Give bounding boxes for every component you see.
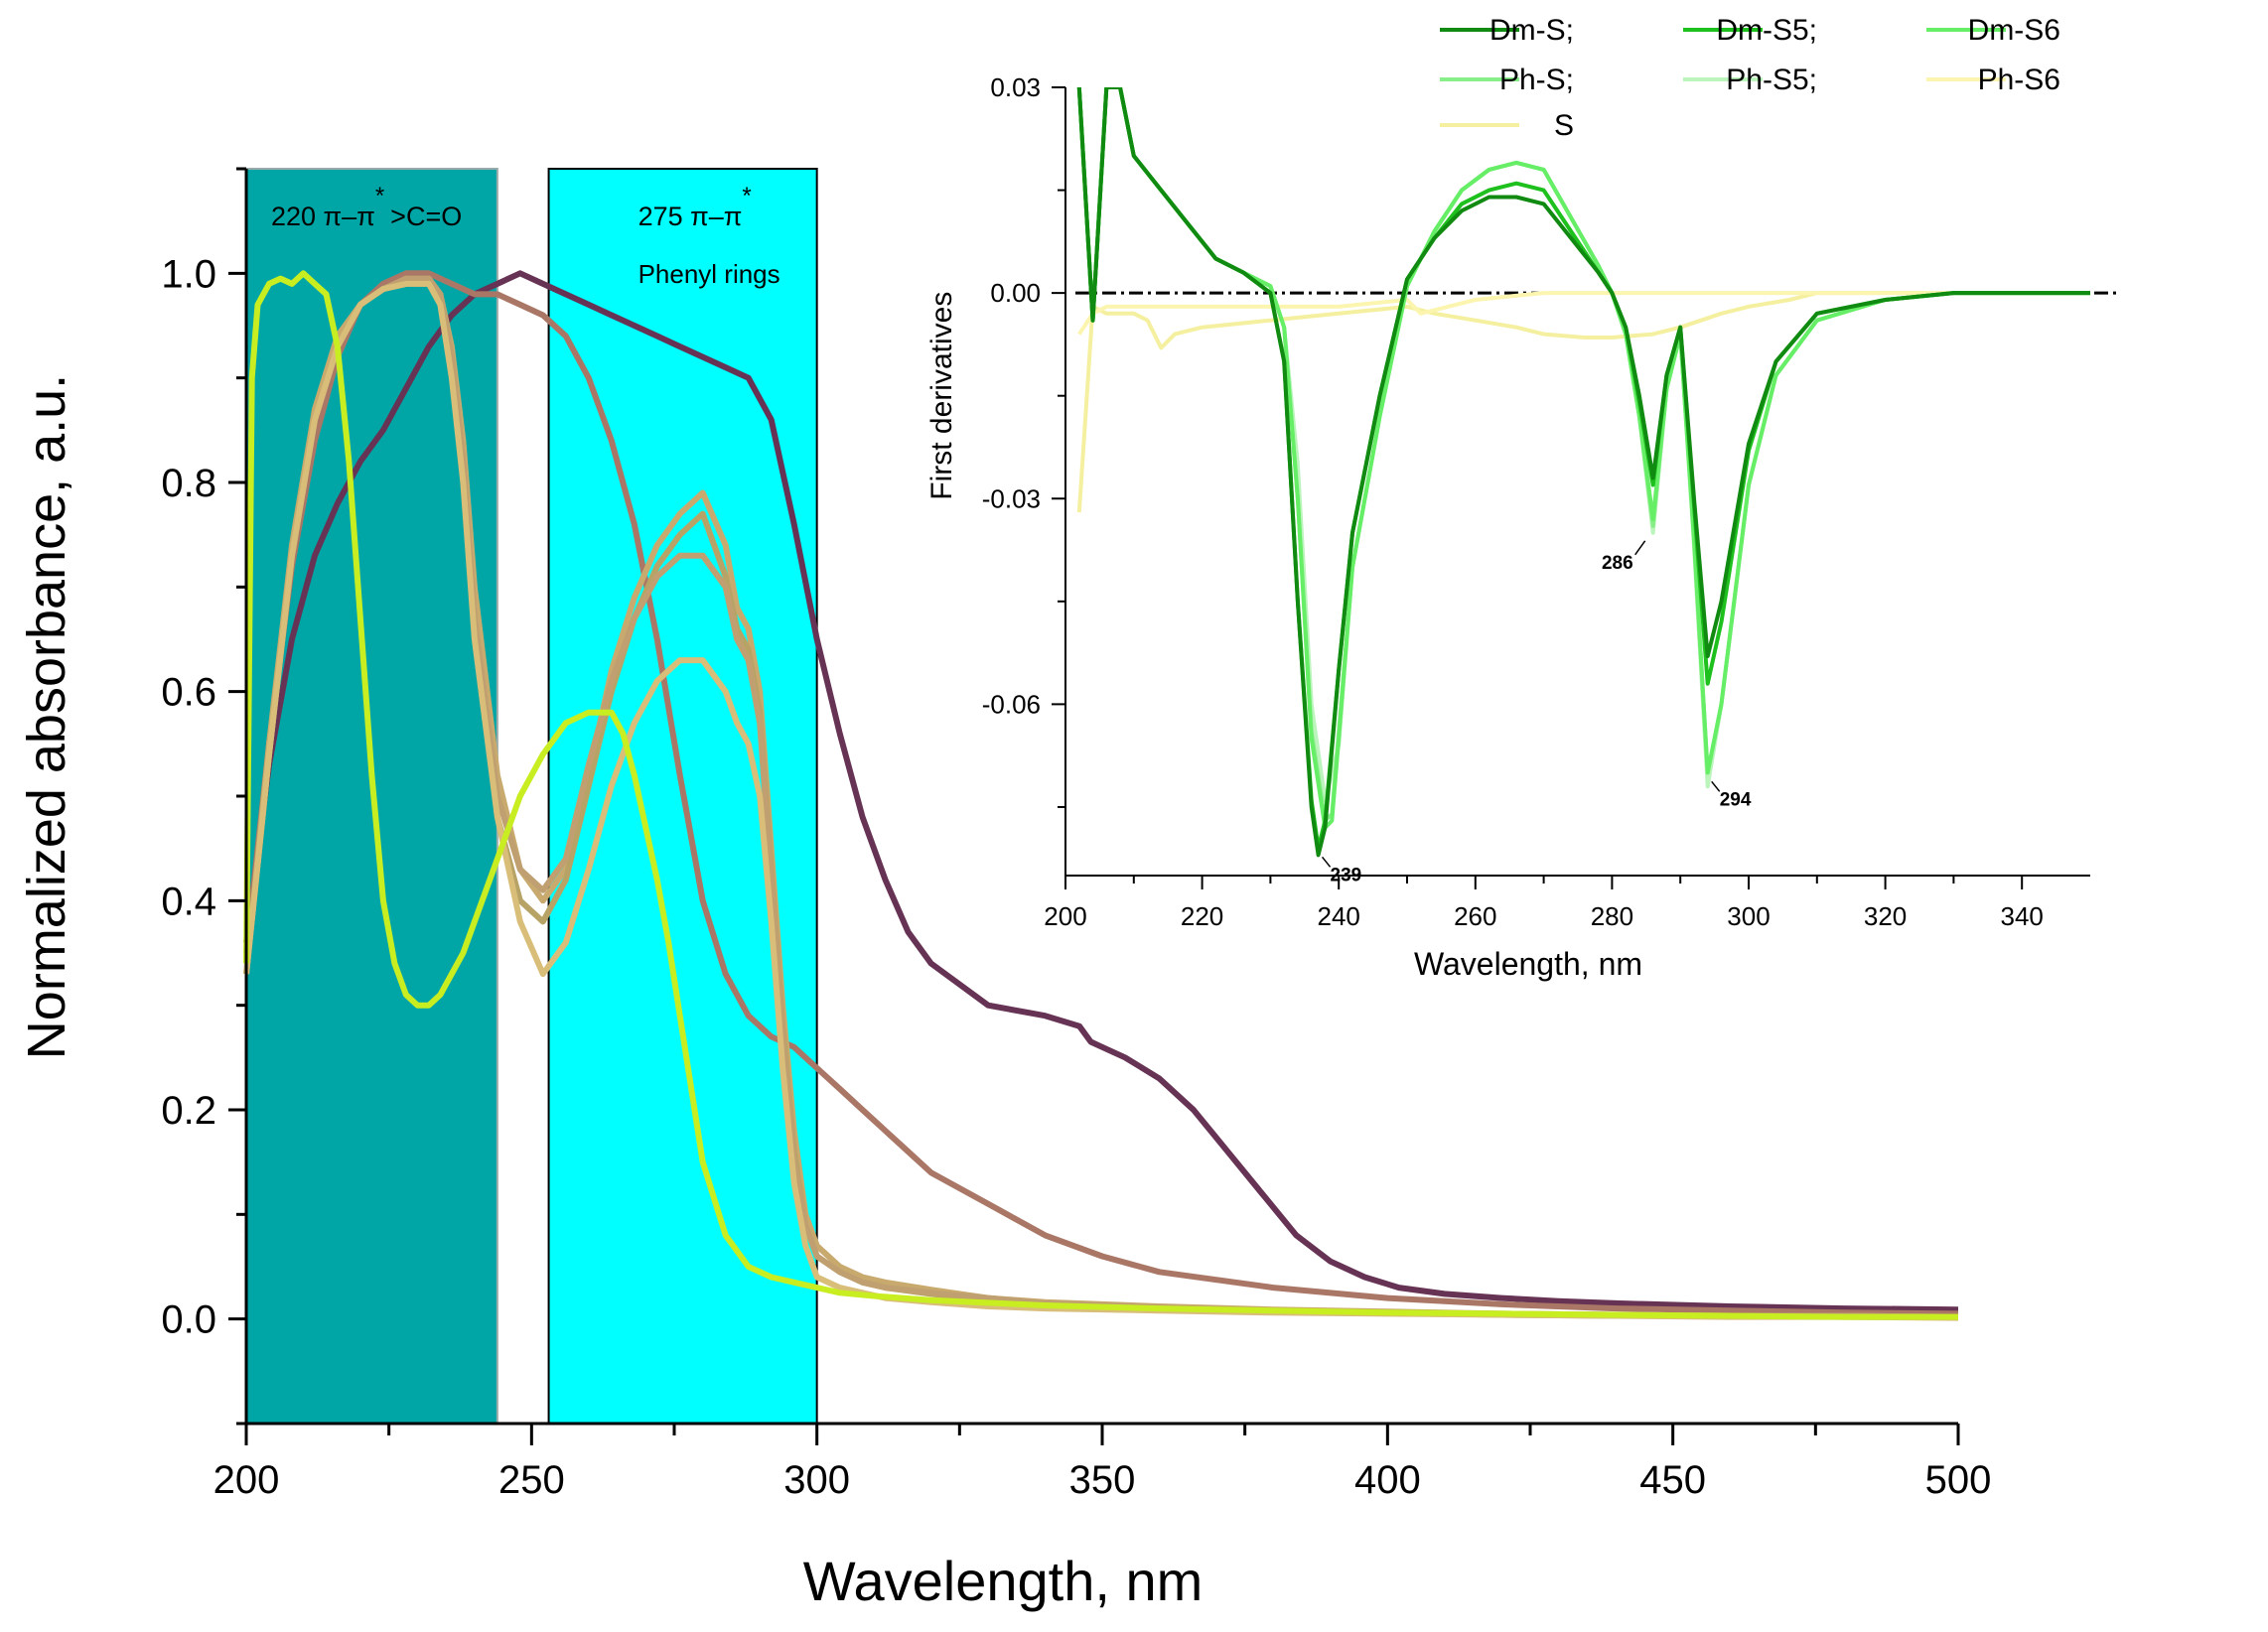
legend-label: Dm-S;: [1489, 14, 1574, 47]
x-tick-label: 300: [783, 1458, 850, 1502]
x-axis-label: Wavelength, nm: [803, 1550, 1204, 1612]
inset-chart: 200 220 240 260 280 300 320 340 0.03 0.00 -0.03 -0.…: [925, 14, 2120, 982]
inset-x-tick-label: 240: [1318, 901, 1360, 931]
inset-series-line-2: [1076, 87, 2090, 851]
peak-annotation: 294: [1720, 789, 1752, 810]
inset-y-tick-label: 0.00: [990, 278, 1041, 308]
legend-label: Dm-S6: [1968, 14, 2060, 47]
x-tick-label: 350: [1069, 1458, 1136, 1502]
inset-series-group: [1076, 87, 2090, 858]
x-tick-label: 200: [213, 1458, 280, 1502]
inset-series-line-3: [1076, 87, 2090, 830]
inset-x-tick-label: 300: [1727, 901, 1770, 931]
y-tick-label: 0.2: [161, 1089, 216, 1133]
y-axis-label: Normalized absorbance, a.u.: [17, 374, 76, 1059]
inset-x-tick-label: 280: [1591, 901, 1633, 931]
y-tick-label: 0.8: [161, 462, 216, 505]
y-tick-label: 0.4: [161, 880, 216, 923]
legend-label: Ph-S5;: [1726, 64, 1817, 96]
inset-legend: Dm-S; Dm-S5; Dm-S6 Ph-S; Ph-S5; Ph-S6 S: [1440, 14, 2060, 142]
inset-x-tick-label: 260: [1454, 901, 1496, 931]
x-tick-label: 250: [498, 1458, 565, 1502]
peak-annotation: 239: [1331, 865, 1362, 885]
inset-x-tick-label: 340: [2001, 901, 2044, 931]
inset-series-line-6: [1077, 291, 2090, 336]
inset-series-line-4: [1076, 87, 2090, 823]
y-tick-label: 0.6: [161, 671, 216, 715]
inset-series-line-7: [1076, 291, 2090, 513]
inset-x-tick-label: 320: [1864, 901, 1907, 931]
inset-y-axis-label: First derivatives: [925, 292, 958, 500]
y-tick-label: 0.0: [161, 1298, 216, 1342]
band-2-label: 275 π–π*: [638, 183, 752, 231]
series-line-2: [243, 270, 1959, 1317]
x-tick-label: 400: [1354, 1458, 1421, 1502]
main-chart: 220 π–π*>C=O 275 π–π* Phenyl rings 200 250 30…: [17, 167, 1992, 1612]
x-tick-label: 450: [1639, 1458, 1706, 1502]
peak-annotation: 286: [1602, 553, 1633, 574]
band-1-label: 220 π–π*>C=O: [271, 183, 462, 231]
inset-x-tick-label: 220: [1181, 901, 1223, 931]
annotation-leader: [1711, 780, 1721, 792]
inset-series-line-1: [1076, 87, 2090, 858]
inset-y-tick-label: 0.03: [990, 72, 1041, 102]
legend-label: Ph-S;: [1499, 64, 1574, 96]
x-tick-label: 500: [1925, 1458, 1992, 1502]
legend-label: Dm-S5;: [1716, 14, 1817, 47]
inset-x-axis-label: Wavelength, nm: [1414, 946, 1642, 982]
inset-y-tick-label: -0.03: [982, 483, 1041, 513]
legend-label: Ph-S6: [1978, 64, 2060, 96]
series-line-1: [243, 270, 1959, 1313]
annotation-leader: [1321, 856, 1332, 868]
band-2-sublabel: Phenyl rings: [638, 259, 780, 289]
series-line-3: [243, 280, 1959, 1320]
inset-y-tick-label: -0.06: [982, 689, 1041, 719]
annotation-leader: [1634, 540, 1646, 556]
y-tick-label: 1.0: [161, 252, 216, 296]
series-line-7: [243, 270, 1958, 1320]
inset-series-line-5: [1076, 87, 2090, 803]
inset-x-tick-label: 200: [1044, 901, 1086, 931]
legend-label: S: [1554, 109, 1574, 142]
